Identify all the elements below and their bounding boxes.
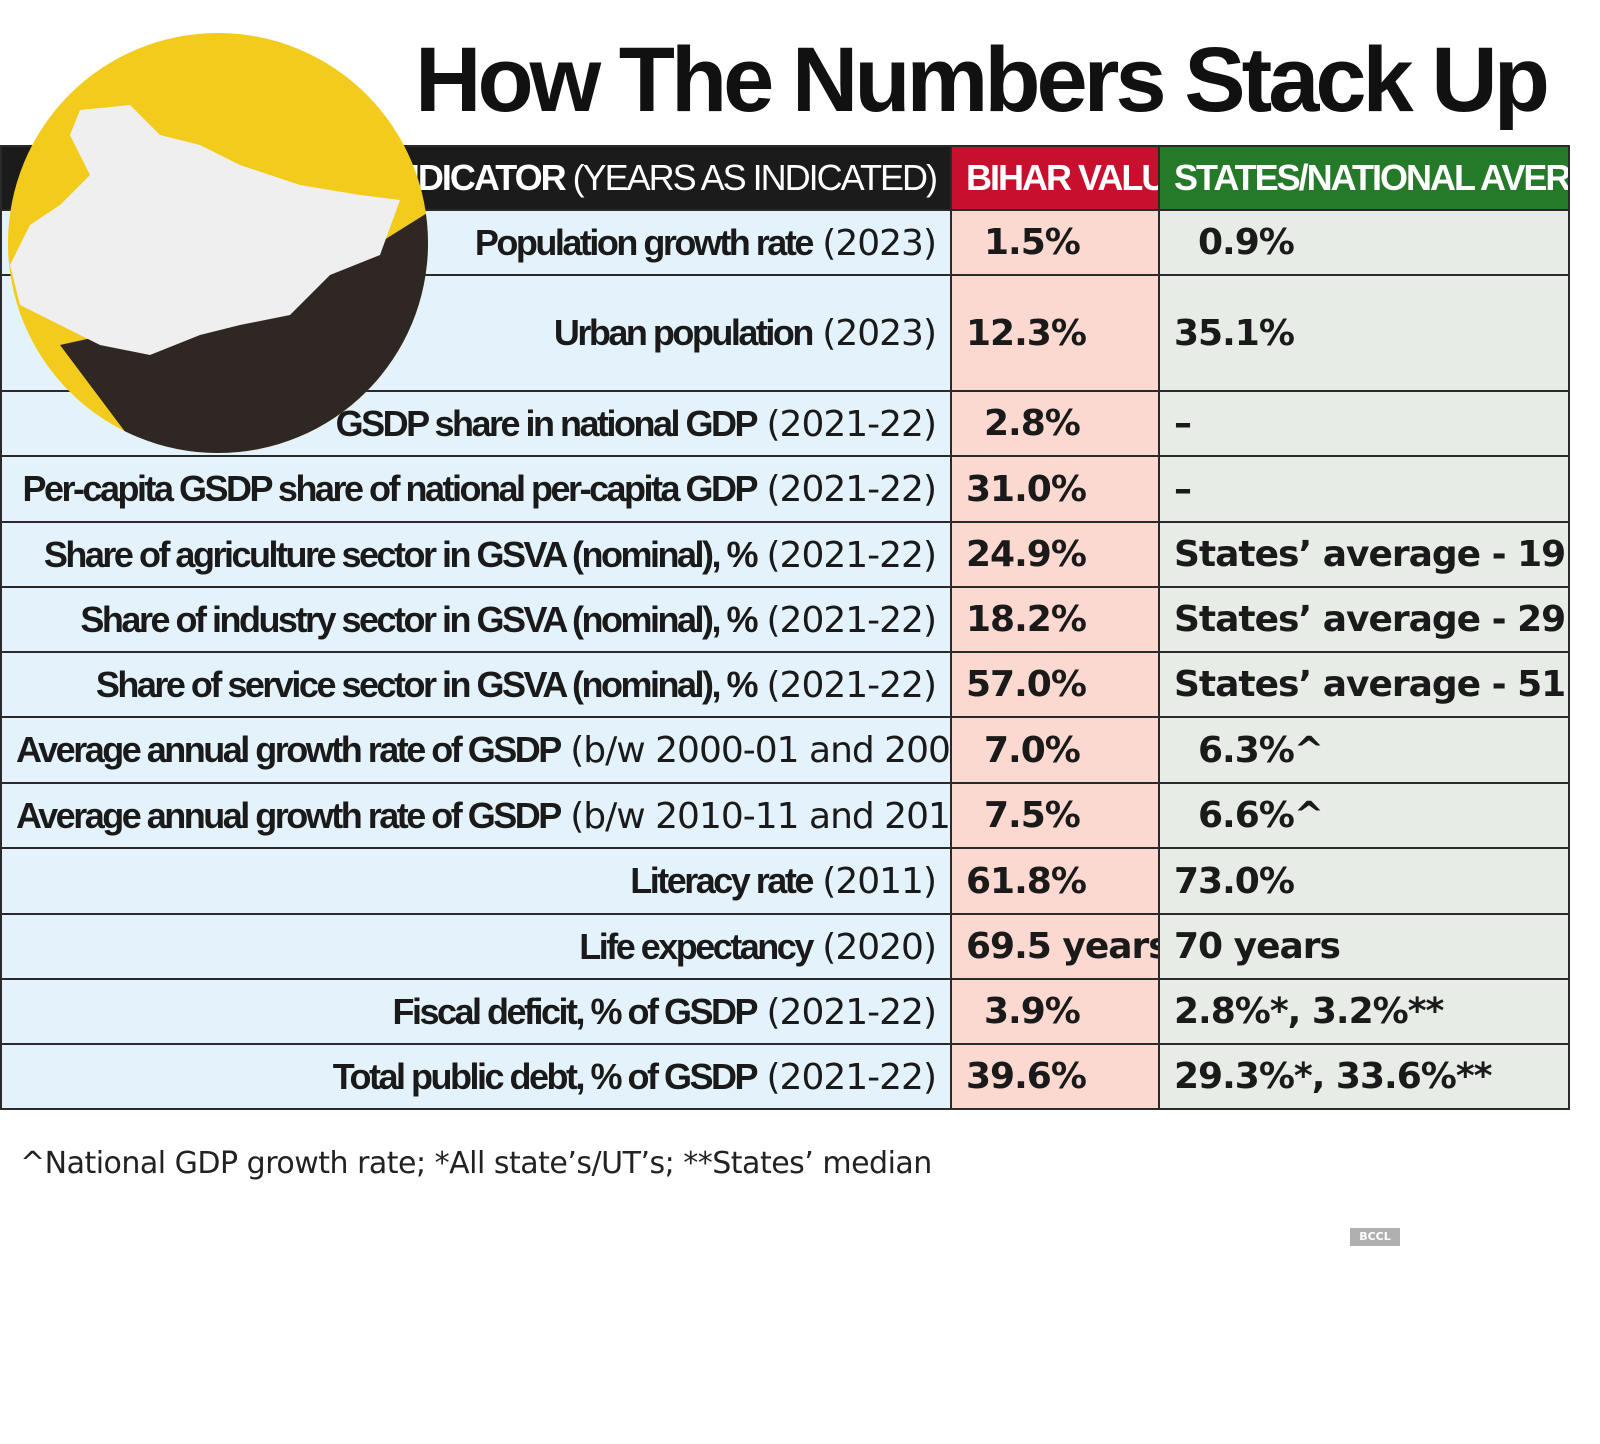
indicator-cell: Life expectancy (2020) — [0, 913, 952, 980]
indicator-years: (2021-22) — [756, 1056, 937, 1098]
average-value: 6.6%^ — [1158, 782, 1570, 849]
average-value: – — [1158, 455, 1570, 523]
footnote: ^National GDP growth rate; *All state’s/… — [20, 1146, 932, 1181]
indicator-label: Urban population — [553, 312, 814, 353]
indicator-years: (2011) — [811, 861, 937, 902]
indicator-years: (2021-22) — [756, 469, 937, 510]
page-title: How The Numbers Stack Up — [415, 29, 1550, 131]
indicator-label: Average annual growth rate of GSDP — [16, 729, 562, 770]
bihar-value: 7.0% — [950, 716, 1160, 784]
data-table: INDICATOR (YEARS AS INDICATED) BIHAR VAL… — [0, 145, 1570, 1110]
average-value: States’ average - 51.0% — [1158, 651, 1570, 718]
average-value: 0.9% — [1158, 209, 1570, 276]
indicator-cell: Total public debt, % of GSDP (2021-22) — [0, 1043, 952, 1110]
table-row: Life expectancy (2020) 69.5 years 70 yea… — [0, 913, 1570, 980]
average-value: 29.3%*, 33.6%** — [1158, 1043, 1570, 1110]
indicator-label: Total public debt, % of GSDP — [332, 1055, 759, 1097]
bihar-value: 39.6% — [950, 1043, 1160, 1110]
indicator-label: Share of industry sector in GSVA (nomina… — [80, 598, 758, 640]
indicator-cell: Fiscal deficit, % of GSDP (2021-22) — [0, 978, 952, 1045]
indicator-label: Population growth rate — [474, 221, 815, 263]
indicator-label: Share of service sector in GSVA (nominal… — [95, 663, 759, 705]
indicator-years: (2021-22) — [756, 991, 937, 1033]
indicator-years: (b/w 2010-11 and 2019-20) — [570, 795, 950, 837]
average-value: 6.3%^ — [1158, 716, 1570, 784]
table-row: Literacy rate (2011) 61.8% 73.0% — [0, 847, 1570, 915]
indicator-years: (2021-22) — [756, 664, 937, 706]
bihar-value: 7.5% — [950, 782, 1160, 849]
table-row: GSDP share in national GDP (2021-22) 2.8… — [0, 390, 1570, 457]
indicator-cell: Per-capita GSDP share of national per-ca… — [0, 455, 952, 523]
indicator-label: Fiscal deficit, % of GSDP — [392, 990, 758, 1032]
indicator-cell: Share of agriculture sector in GSVA (nom… — [0, 521, 952, 588]
indicator-cell: Average annual growth rate of GSDP (b/w … — [0, 782, 952, 849]
bihar-value: 24.9% — [950, 521, 1160, 588]
indicator-years: (2021-22) — [756, 403, 937, 445]
table-row: Average annual growth rate of GSDP (b/w … — [0, 716, 1570, 784]
bihar-value: 31.0% — [950, 455, 1160, 523]
header-average: STATES/NATIONAL AVERAGE — [1158, 145, 1570, 211]
indicator-years: (2020) — [811, 926, 937, 968]
bihar-value: 69.5 years — [950, 913, 1160, 980]
average-value: 73.0% — [1158, 847, 1570, 915]
bihar-value: 3.9% — [950, 978, 1160, 1045]
credit-watermark: BCCL — [1350, 1228, 1400, 1246]
average-value: States’ average - 19.7% — [1158, 521, 1570, 588]
indicator-label: Per-capita GSDP share of national per-ca… — [22, 468, 758, 509]
bihar-value: 57.0% — [950, 651, 1160, 718]
bihar-value: 1.5% — [950, 209, 1160, 276]
average-value: 70 years — [1158, 913, 1570, 980]
bihar-value: 61.8% — [950, 847, 1160, 915]
indicator-label: Average annual growth rate of GSDP — [16, 794, 562, 836]
average-value: States’ average - 29.3% — [1158, 586, 1570, 653]
header-bihar: BIHAR VALUES — [950, 145, 1160, 211]
bihar-value: 12.3% — [950, 274, 1160, 392]
indicator-cell: Average annual growth rate of GSDP (b/w … — [0, 716, 952, 784]
bihar-value: 2.8% — [950, 390, 1160, 457]
table-row: Share of service sector in GSVA (nominal… — [0, 651, 1570, 718]
table-row: Total public debt, % of GSDP (2021-22) 3… — [0, 1043, 1570, 1110]
bihar-value: 18.2% — [950, 586, 1160, 653]
table-row: Fiscal deficit, % of GSDP (2021-22) 3.9%… — [0, 978, 1570, 1045]
indicator-cell: Share of service sector in GSVA (nominal… — [0, 651, 952, 718]
average-value: 2.8%*, 3.2%** — [1158, 978, 1570, 1045]
indicator-cell: Share of industry sector in GSVA (nomina… — [0, 586, 952, 653]
table-row: Average annual growth rate of GSDP (b/w … — [0, 782, 1570, 849]
indicator-years: (2021-22) — [756, 599, 937, 641]
indicator-years: (2021-22) — [756, 534, 937, 576]
header-indicator-note: (YEARS AS INDICATED) — [564, 157, 938, 198]
indicator-years: (2023) — [811, 313, 937, 354]
indicator-label: Life expectancy — [579, 925, 814, 967]
indicator-label: Share of agriculture sector in GSVA (nom… — [43, 533, 759, 575]
average-value: 35.1% — [1158, 274, 1570, 392]
indicator-years: (b/w 2000-01 and 2009-10) — [570, 730, 950, 771]
table-row: Share of agriculture sector in GSVA (nom… — [0, 521, 1570, 588]
average-value: – — [1158, 390, 1570, 457]
table-row: Share of industry sector in GSVA (nomina… — [0, 586, 1570, 653]
bihar-map-icon — [8, 33, 428, 453]
indicator-label: Literacy rate — [630, 860, 814, 901]
table-row: Per-capita GSDP share of national per-ca… — [0, 455, 1570, 523]
indicator-label: GSDP share in national GDP — [335, 402, 759, 444]
indicator-years: (2023) — [811, 222, 937, 264]
indicator-cell: Literacy rate (2011) — [0, 847, 952, 915]
